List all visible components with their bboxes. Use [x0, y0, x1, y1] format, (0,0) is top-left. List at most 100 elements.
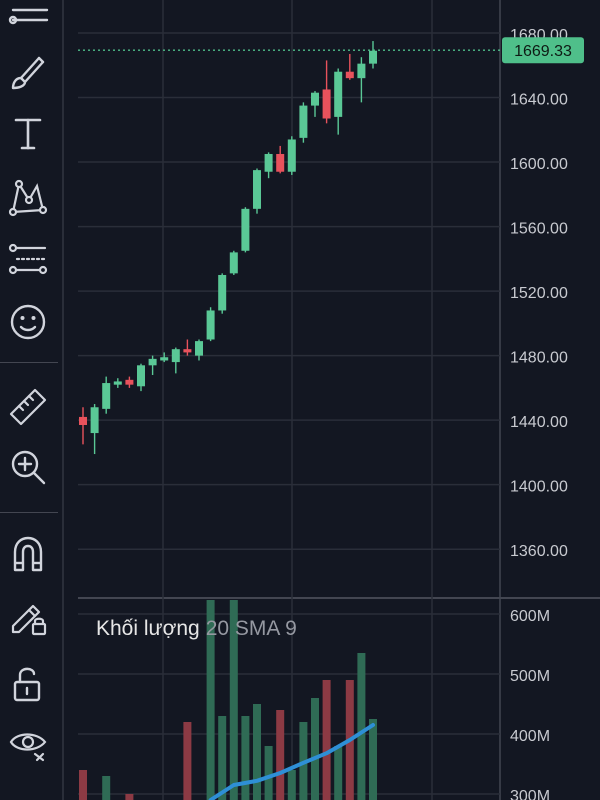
pencil-lock-icon — [11, 604, 47, 636]
brush-tool[interactable] — [3, 48, 53, 98]
price-axis-label: 1600.00 — [510, 156, 568, 173]
price-axis-label: 1480.00 — [510, 350, 568, 367]
volume-bar[interactable] — [287, 770, 296, 800]
volume-axis-label: 300M — [510, 788, 550, 800]
volume-bar[interactable] — [276, 710, 285, 800]
candle[interactable] — [253, 168, 261, 214]
lock-drawings-tool[interactable] — [3, 592, 53, 642]
candle[interactable] — [287, 136, 296, 175]
candle[interactable] — [195, 339, 203, 361]
unlock-tool[interactable] — [3, 658, 53, 708]
text-tool[interactable] — [3, 108, 53, 158]
prediction-tool[interactable] — [3, 234, 53, 284]
candle-body — [287, 139, 296, 172]
candle-body — [229, 252, 238, 274]
volume-axis-label: 400M — [510, 728, 550, 745]
crosshair-lines-tool[interactable] — [3, 0, 53, 34]
candle[interactable] — [241, 207, 250, 253]
volume-bar[interactable] — [253, 704, 261, 800]
candle-body — [357, 63, 366, 79]
candle-body — [183, 349, 192, 353]
candle-body — [334, 71, 343, 117]
current-price-badge: 1669.33 — [502, 37, 584, 64]
volume-legend-params: 20 SMA 9 — [205, 617, 297, 640]
candle[interactable] — [264, 152, 273, 179]
volume-axis[interactable]: 600M 500M 400M 300M — [510, 608, 550, 800]
price-axis-label: 1360.00 — [510, 543, 568, 560]
candle[interactable] — [299, 102, 308, 143]
candle[interactable] — [171, 347, 180, 374]
candle-body — [125, 379, 134, 385]
volume-legend[interactable]: Khối lượng 20 SMA 9 — [96, 617, 297, 641]
unlock-icon — [13, 667, 41, 702]
volume-bar[interactable] — [369, 719, 377, 800]
candle[interactable] — [206, 307, 215, 342]
volume-bar[interactable] — [183, 722, 192, 800]
candle-body — [171, 349, 180, 363]
ruler-icon — [9, 388, 47, 426]
price-axis-label: 1440.00 — [510, 414, 568, 431]
candle[interactable] — [148, 355, 157, 375]
visibility-tool[interactable] — [3, 718, 53, 768]
text-icon — [14, 118, 42, 150]
candle-body — [241, 208, 250, 251]
volume-bar[interactable] — [218, 716, 227, 800]
candle[interactable] — [113, 378, 122, 388]
volume-bar[interactable] — [206, 584, 215, 800]
price-pane[interactable] — [79, 41, 377, 455]
volume-bar[interactable] — [264, 746, 273, 800]
candle[interactable] — [218, 273, 227, 314]
eye-icon — [9, 733, 47, 762]
price-axis-label: 1560.00 — [510, 221, 568, 238]
candle[interactable] — [345, 53, 354, 80]
zoom-in-tool[interactable] — [3, 442, 53, 492]
volume-bar[interactable] — [322, 680, 331, 800]
candle[interactable] — [357, 57, 366, 103]
volume-bar[interactable] — [79, 770, 87, 800]
candle-body — [369, 50, 377, 64]
candle[interactable] — [90, 404, 99, 455]
candle-body — [195, 341, 203, 356]
candle-body — [322, 89, 331, 119]
volume-bar[interactable] — [241, 716, 250, 800]
candle-body — [113, 381, 122, 385]
magnet-tool[interactable] — [3, 528, 53, 578]
volume-sma-line — [208, 723, 375, 800]
candle[interactable] — [334, 68, 343, 135]
candle[interactable] — [276, 145, 285, 174]
volume-bar[interactable] — [334, 746, 343, 800]
candle[interactable] — [311, 91, 319, 117]
candle-body — [90, 407, 99, 434]
ruler-tool[interactable] — [3, 380, 53, 430]
price-axis[interactable]: 1680.001640.001600.001560.001520.001480.… — [510, 27, 568, 560]
candle[interactable] — [322, 60, 331, 124]
candle-body — [345, 71, 354, 79]
candle[interactable] — [79, 407, 87, 445]
candle[interactable] — [369, 41, 377, 69]
candle[interactable] — [125, 376, 134, 388]
candle-body — [253, 170, 261, 209]
price-axis-label: 1400.00 — [510, 479, 568, 496]
emoji-tool[interactable] — [3, 296, 53, 346]
candle-body — [218, 274, 227, 311]
candle[interactable] — [102, 376, 111, 414]
volume-bar[interactable] — [229, 584, 238, 800]
candle-body — [206, 310, 215, 340]
volume-axis-label: 500M — [510, 668, 550, 685]
smiley-icon — [10, 304, 46, 340]
volume-bar[interactable] — [357, 653, 366, 800]
volume-pane[interactable] — [79, 584, 377, 800]
candle[interactable] — [137, 363, 145, 392]
toolbar-divider — [0, 362, 58, 363]
volume-bar[interactable] — [102, 776, 111, 800]
volume-legend-title: Khối lượng — [96, 617, 200, 640]
candle[interactable] — [183, 339, 192, 356]
candle[interactable] — [229, 250, 238, 275]
candle[interactable] — [160, 352, 169, 363]
pattern-tool[interactable] — [3, 172, 53, 222]
brush-icon — [11, 56, 45, 90]
volume-bar[interactable] — [311, 698, 319, 800]
candle-body — [137, 365, 145, 387]
volume-bar[interactable] — [125, 794, 134, 800]
